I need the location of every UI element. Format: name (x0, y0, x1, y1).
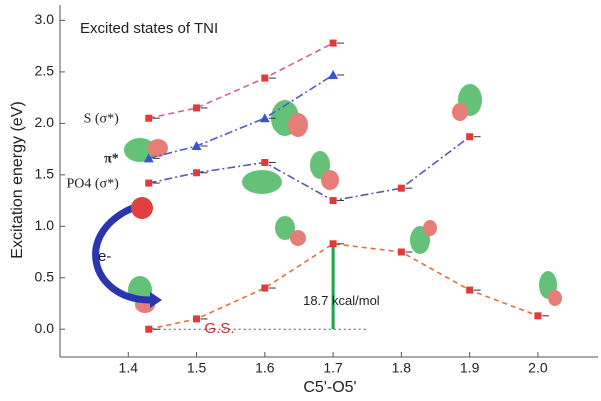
marker (466, 133, 474, 141)
x-tick-label: 2.0 (528, 360, 548, 376)
y-tick-label: 2.0 (35, 114, 55, 130)
y-tick-label: 0.5 (35, 268, 55, 284)
y-tick-label: 0.0 (35, 320, 55, 336)
marker (329, 39, 337, 47)
marker (397, 184, 405, 192)
x-tick-label: 1.9 (460, 360, 480, 376)
marker (329, 240, 337, 248)
marker (534, 312, 542, 320)
marker (329, 197, 337, 205)
y-tick-label: 1.5 (35, 166, 55, 182)
y-axis-label: Excitation energy (eV) (9, 101, 26, 258)
series-line (148, 242, 539, 330)
marker (193, 169, 201, 177)
series-line (148, 136, 471, 202)
marker (145, 179, 153, 187)
electron-origin (131, 197, 153, 219)
marker (261, 74, 269, 82)
gap-label: 18.7 kcal/mol (303, 293, 380, 308)
marker (191, 141, 202, 151)
x-tick-label: 1.8 (392, 360, 412, 376)
series-line (148, 74, 334, 160)
x-tick-label: 1.4 (119, 360, 139, 376)
y-tick-label: 3.0 (35, 11, 55, 27)
y-tick-label: 1.0 (35, 217, 55, 233)
marker (328, 69, 339, 79)
series-label: S (σ*) (84, 111, 119, 126)
x-tick-label: 1.6 (255, 360, 275, 376)
x-axis-label: C5'-O5' (303, 379, 356, 396)
marker (143, 153, 154, 163)
chart-title: Excited states of TNI (80, 20, 218, 37)
x-tick-label: 1.5 (187, 360, 207, 376)
marker (261, 284, 269, 292)
orbital-decoration (124, 84, 562, 313)
arrow-head (150, 292, 162, 308)
series-label: G.S. (205, 320, 235, 337)
y-tick-label: 2.5 (35, 63, 55, 79)
marker (145, 325, 153, 333)
electron-arrow (92, 201, 151, 304)
marker (397, 248, 405, 256)
electron-label: e- (98, 248, 111, 265)
series-line (148, 42, 334, 119)
marker (145, 114, 153, 122)
x-tick-label: 1.7 (323, 360, 343, 376)
marker (193, 315, 201, 323)
series-label: PO4 (σ*) (66, 176, 119, 191)
series-label: π* (104, 152, 119, 167)
marker (466, 286, 474, 294)
marker (261, 158, 269, 166)
marker (193, 104, 201, 112)
marker (259, 113, 270, 123)
